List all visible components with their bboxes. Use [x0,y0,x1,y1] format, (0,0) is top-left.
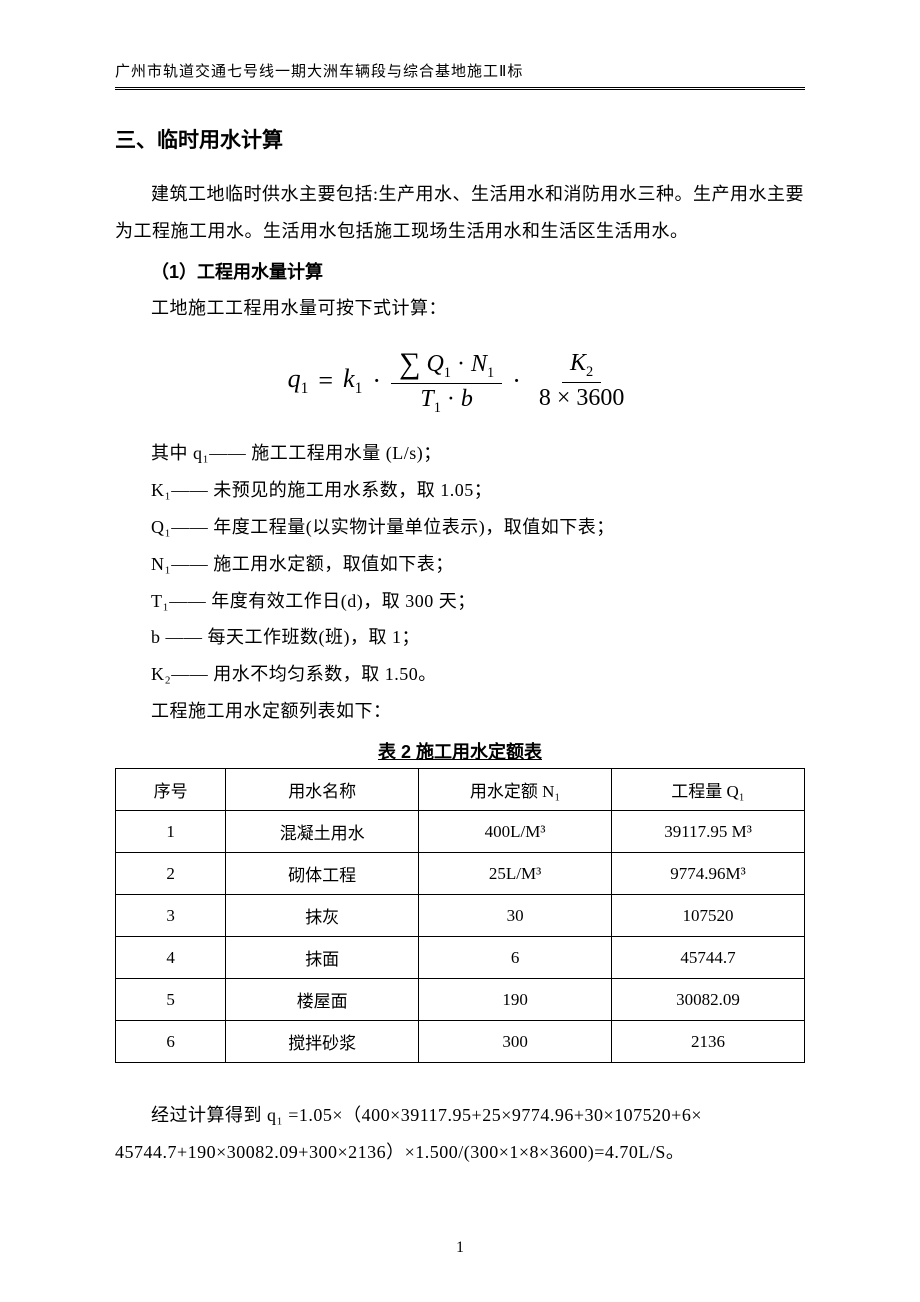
quota-table: 序号 用水名称 用水定额 N₁ 工程量 Q₁ 1 混凝土用水 400L/M³ 3… [115,768,805,1063]
page-header: 广州市轨道交通七号线一期大洲车辆段与综合基地施工Ⅱ标 [115,60,805,90]
quota-intro: 工程施工用水定额列表如下： [115,693,805,730]
cell: 107520 [612,895,805,937]
section-title: 三、临时用水计算 [115,124,805,154]
def-1: K₁—— 未预见的施工用水系数，取 1.05； [115,472,805,509]
defs-label: 其中 [151,443,188,463]
table-caption: 表 2 施工用水定额表 [115,738,805,764]
table-row: 2 砌体工程 25L/M³ 9774.96M³ [116,853,805,895]
sub-N1: 1 [487,364,494,380]
dot-4: · [512,366,521,396]
den-8x3600: 8 × 3600 [531,383,633,411]
subsection-title: （1）工程用水量计算 [115,258,805,284]
var-K2: K [570,350,586,376]
cell: 抹灰 [226,895,419,937]
definitions-block: 其中 q₁—— 施工工程用水量 (L/s)； K₁—— 未预见的施工用水系数，取… [115,435,805,693]
var-N: N [471,351,487,377]
def-3: N₁—— 施工用水定额，取值如下表； [115,546,805,583]
sub-K2: 2 [586,364,593,380]
cell: 6 [419,937,612,979]
cell: 39117.95 M³ [612,811,805,853]
cell: 45744.7 [612,937,805,979]
table-row: 1 混凝土用水 400L/M³ 39117.95 M³ [116,811,805,853]
var-Q: Q [426,351,443,377]
col-3: 工程量 Q₁ [612,769,805,811]
var-q: q [288,364,301,393]
cell: 2 [116,853,226,895]
def-6: K₂—— 用水不均匀系数，取 1.50。 [115,656,805,693]
cell: 2136 [612,1021,805,1063]
cell: 190 [419,979,612,1021]
cell: 搅拌砂浆 [226,1021,419,1063]
def-4: T₁—— 年度有效工作日(d)，取 300 天； [115,583,805,620]
cell: 9774.96M³ [612,853,805,895]
sub-Q1: 1 [444,364,451,380]
cell: 混凝土用水 [226,811,419,853]
def-0: q₁—— 施工工程用水量 (L/s)； [193,443,442,463]
cell: 5 [116,979,226,1021]
cell: 25L/M³ [419,853,612,895]
cell: 4 [116,937,226,979]
cell: 砌体工程 [226,853,419,895]
formula-intro-line: 工地施工工程用水量可按下式计算： [115,290,805,327]
cell: 抹面 [226,937,419,979]
cell: 300 [419,1021,612,1063]
table-row: 4 抹面 6 45744.7 [116,937,805,979]
equals: = [318,366,333,396]
col-0: 序号 [116,769,226,811]
table-row: 6 搅拌砂浆 300 2136 [116,1021,805,1063]
table-row: 5 楼屋面 190 30082.09 [116,979,805,1021]
page-number: 1 [0,1239,920,1257]
cell: 400L/M³ [419,811,612,853]
formula-block: q1 = k1 · ∑ Q1 · N1 T1 · b · K [115,345,805,417]
dot-1: · [372,366,381,396]
def-5: b —— 每天工作班数(班)，取 1； [115,619,805,656]
var-k: k [343,364,355,393]
calc-line-1: 经过计算得到 q₁ =1.05×（400×39117.95+25×9774.96… [115,1097,805,1134]
var-b: b [461,386,473,412]
calc-line-2: 45744.7+190×30082.09+300×2136）×1.500/(30… [115,1134,805,1171]
cell: 30 [419,895,612,937]
col-2: 用水定额 N₁ [419,769,612,811]
var-T: T [420,386,433,412]
sub-T1: 1 [434,400,441,416]
col-1: 用水名称 [226,769,419,811]
def-2: Q₁—— 年度工程量(以实物计量单位表示)，取值如下表； [115,509,805,546]
sigma-icon: ∑ [399,347,420,380]
sub-1: 1 [301,380,309,397]
table-header-row: 序号 用水名称 用水定额 N₁ 工程量 Q₁ [116,769,805,811]
dot-2: · [457,351,465,377]
cell: 6 [116,1021,226,1063]
cell: 1 [116,811,226,853]
cell: 30082.09 [612,979,805,1021]
sub-k1: 1 [355,380,363,397]
cell: 3 [116,895,226,937]
dot-3: · [447,386,455,412]
intro-paragraph: 建筑工地临时供水主要包括:生产用水、生活用水和消防用水三种。生产用水主要为工程施… [115,176,805,250]
cell: 楼屋面 [226,979,419,1021]
table-row: 3 抹灰 30 107520 [116,895,805,937]
